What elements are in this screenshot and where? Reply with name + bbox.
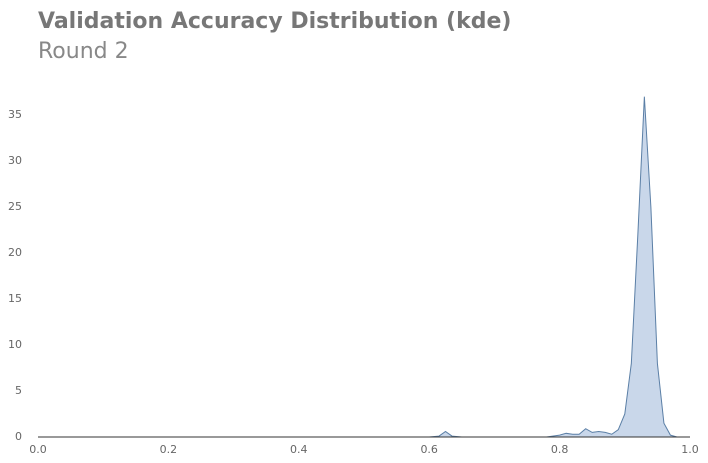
y-tick-label: 35 xyxy=(8,108,22,121)
y-tick-label: 5 xyxy=(15,384,22,397)
y-tick-label: 25 xyxy=(8,200,22,213)
x-tick-label: 0.4 xyxy=(290,443,308,456)
y-tick-label: 30 xyxy=(8,154,22,167)
y-tick-label: 0 xyxy=(15,430,22,443)
x-tick-label: 0.6 xyxy=(420,443,438,456)
y-tick-label: 20 xyxy=(8,246,22,259)
x-tick-label: 0.2 xyxy=(160,443,178,456)
chart-title: Validation Accuracy Distribution (kde) xyxy=(38,9,511,34)
x-tick-label: 1.0 xyxy=(681,443,699,456)
y-tick-label: 15 xyxy=(8,292,22,305)
x-tick-label: 0.8 xyxy=(551,443,569,456)
kde-line xyxy=(38,96,678,438)
chart-subtitle: Round 2 xyxy=(38,39,129,64)
y-tick-label: 10 xyxy=(8,338,22,351)
area-fill xyxy=(38,96,677,437)
x-tick-label: 0.0 xyxy=(29,443,47,456)
